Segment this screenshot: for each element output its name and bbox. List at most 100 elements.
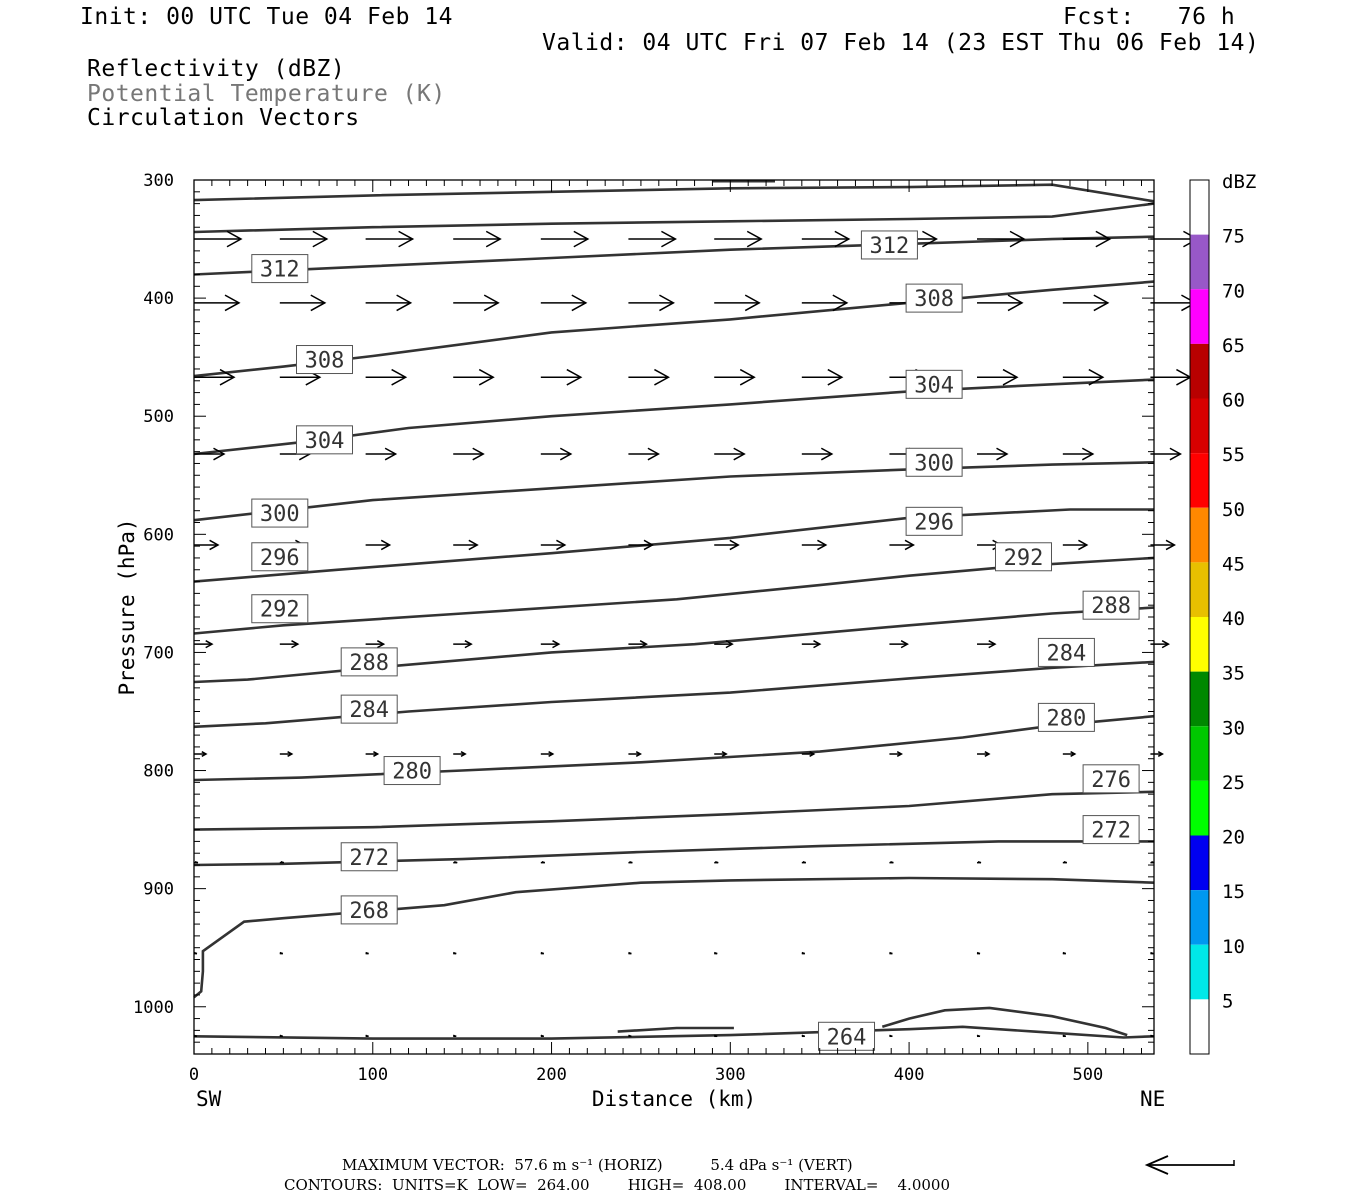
vector-arrow [628,368,670,386]
vector-head [373,751,380,757]
vector-arrow [194,640,214,649]
colorbar-segment [1190,999,1209,1054]
contour-label-300: 300 [905,447,963,477]
vector-arrow [540,539,567,551]
vector-arrow [365,640,386,649]
vector-arrow [1150,751,1164,757]
vector-head [725,640,734,649]
reference-vector-arrow [1144,1155,1235,1175]
vector-arrow [801,860,807,864]
vector-arrow [628,860,633,864]
vector-arrow [1150,447,1182,461]
vector-arrow [977,640,997,649]
vector-head [635,751,642,757]
contour-label-280: 280 [383,756,441,786]
contour-label-box [251,594,309,624]
y-tick-label: 600 [143,525,174,545]
contour-label-text: 280 [392,760,432,785]
contour-label-box [296,425,354,455]
vector-head [714,860,719,864]
vector-head [396,294,413,312]
x-axis-title: Distance (km) [592,1087,756,1111]
contour-label-box [340,694,398,724]
contour-line-276-6 [193,790,1155,831]
colorbar-segment [1190,780,1209,836]
colorbar-segment [1190,835,1209,891]
contour-label-308: 308 [905,283,963,313]
vector-head [1009,230,1026,248]
vector-head [802,860,807,864]
vector-arrow [540,368,583,386]
vector-arrow [1062,951,1067,955]
vector-head [977,860,982,864]
colorbar-level-label: 45 [1222,553,1245,575]
vector-head [1081,447,1095,461]
vector-head [194,860,199,864]
vector-head [279,1034,284,1037]
contour-label-312: 312 [251,254,309,284]
field-potential-temperature-label: Potential Temperature (K) [87,81,446,107]
vector-arrow [714,539,740,551]
y-tick-label: 700 [143,643,174,663]
vector-head [384,447,398,461]
vector-head [832,294,849,312]
contour-line-300-17 [193,461,1155,522]
vector-arrow [194,751,208,757]
vector-head [713,1034,718,1037]
vector-arrow [628,751,642,757]
vector-head [452,951,457,955]
vector-arrow [279,294,327,312]
vector-head [729,539,740,551]
contour-line-280-7 [193,714,1155,782]
contour-label-264: 264 [818,1021,876,1051]
vector-head [661,230,677,248]
contour-line-312-23 [193,235,1155,276]
vector-arrow [1062,539,1089,551]
contour-label-box [905,369,963,399]
vector-head [976,1034,981,1037]
vector-arrow [628,640,648,649]
vector-arrow [365,368,408,386]
vector-head [376,640,386,649]
vector-arrow [714,230,763,248]
vector-arrow [194,539,220,551]
contour-line-268-3 [193,876,1155,999]
vector-head [1150,951,1154,955]
contour-label-box [251,498,309,528]
vector-head [1169,447,1182,461]
vector-head [922,230,938,248]
y-tick-label: 400 [143,289,174,309]
vector-arrow [714,294,761,312]
vector-head [639,640,648,649]
vector-arrow [453,539,479,551]
vector-arrow [628,539,654,551]
vector-arrow [279,860,285,864]
vector-arrow [365,1034,369,1038]
vector-head [552,640,561,649]
vector-head [713,951,718,955]
vector-arrow [801,447,834,461]
vector-head [540,951,545,955]
vector-head [896,751,903,757]
vector-arrow [194,447,226,461]
vector-head [1165,539,1176,551]
max-vector-footer: MAXIMUM VECTOR: 57.6 m s⁻¹ (HORIZ) 5.4 d… [342,1156,853,1174]
vector-arrow [1150,1034,1154,1038]
x-tick-label: 500 [1072,1065,1103,1085]
x-tick-label: 0 [189,1065,199,1085]
vector-head [629,860,633,864]
vector-arrow [279,951,284,955]
colorbar-level-label: 5 [1222,990,1233,1012]
colorbar-level-label: 25 [1222,772,1245,794]
vector-head [643,539,654,551]
vector-arrow [365,539,392,551]
vector-arrow [628,447,660,461]
vector-arrow [194,860,199,864]
colorbar-segment [1190,890,1209,945]
vector-arrow [453,230,502,248]
contour-label-308: 308 [296,345,354,375]
vector-head [573,230,590,248]
y-tick-label: 1000 [133,998,174,1018]
vector-head [1070,751,1077,757]
vector-head [988,640,997,649]
